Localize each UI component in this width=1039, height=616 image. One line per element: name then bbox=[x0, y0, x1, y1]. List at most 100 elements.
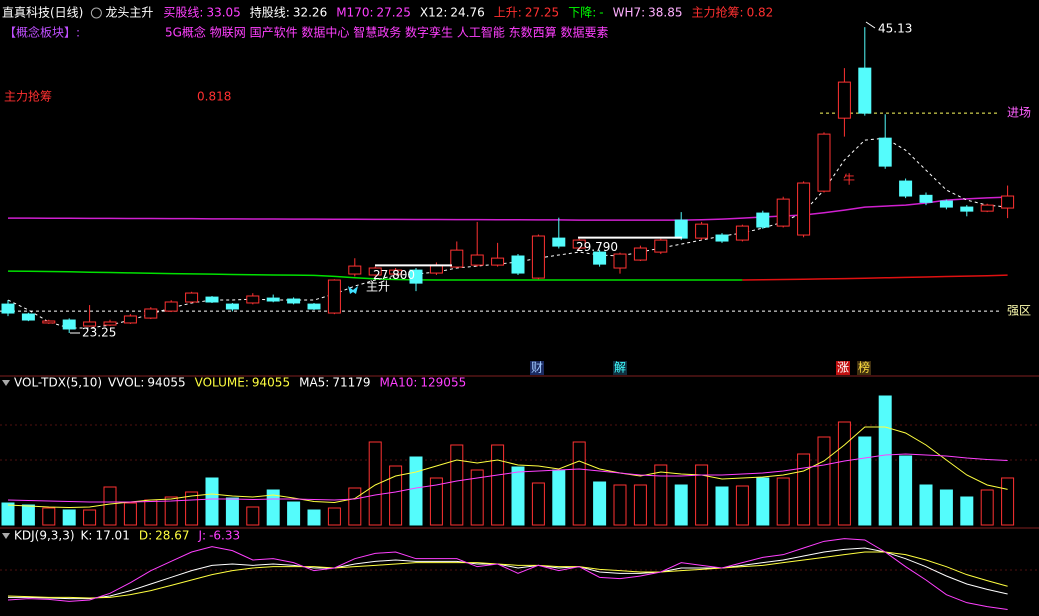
candle-body bbox=[735, 225, 749, 241]
indicator-name: MA5: bbox=[299, 376, 329, 390]
kdj-line bbox=[7, 538, 1008, 611]
candle-body bbox=[674, 219, 688, 239]
candle-body bbox=[205, 296, 219, 303]
volume-bar bbox=[715, 486, 729, 526]
volume-bar bbox=[450, 444, 464, 526]
candle-body bbox=[83, 321, 97, 327]
volume-bar bbox=[246, 506, 260, 526]
candle-body bbox=[470, 254, 484, 266]
mark-label: 27.800 bbox=[373, 268, 415, 282]
candle-body bbox=[287, 298, 301, 304]
volume-bar bbox=[695, 464, 709, 526]
indicator-value: 0.82 bbox=[747, 6, 774, 20]
candle-body bbox=[878, 137, 892, 167]
candle-body bbox=[756, 212, 770, 228]
volume-bar bbox=[1, 502, 15, 526]
volume-bar bbox=[572, 441, 586, 526]
indicator-value: 94055 bbox=[252, 376, 290, 390]
kdj-line bbox=[7, 551, 1008, 599]
volume-bar bbox=[899, 455, 913, 526]
indicator-line bbox=[742, 274, 1008, 281]
volume-bar bbox=[429, 477, 443, 526]
volume-bar bbox=[674, 484, 688, 526]
candle-body bbox=[327, 279, 341, 314]
volume-bar bbox=[960, 496, 974, 526]
candle-body bbox=[307, 303, 321, 310]
high-label: 45.13 bbox=[878, 22, 912, 36]
indicator-line bbox=[8, 196, 1008, 221]
candle-body bbox=[185, 292, 199, 303]
volume-bar bbox=[654, 464, 668, 526]
volume-bar bbox=[144, 499, 158, 526]
volume-bar bbox=[491, 444, 505, 526]
candle-body bbox=[572, 239, 586, 249]
candle-body bbox=[225, 303, 239, 310]
concept-label: 【概念板块】: bbox=[4, 25, 80, 40]
indicator-name: X12: bbox=[420, 6, 448, 20]
candle-body bbox=[389, 269, 403, 275]
candle-body bbox=[695, 223, 709, 239]
butterfly-icon bbox=[348, 286, 358, 294]
indicator-line bbox=[7, 270, 743, 281]
indicator-name: 持股线: bbox=[250, 5, 290, 20]
volume-bar bbox=[531, 482, 545, 526]
volume-bar bbox=[939, 489, 953, 526]
candle-body bbox=[715, 234, 729, 242]
indicator-name: MA10: bbox=[380, 376, 418, 390]
panel-name: VOL-TDX(5,10) bbox=[14, 376, 102, 390]
volume-bar bbox=[389, 465, 403, 526]
candle-body bbox=[511, 255, 525, 274]
icon bbox=[90, 7, 102, 19]
candle-body bbox=[960, 206, 974, 212]
volume-bar bbox=[817, 436, 831, 526]
legend-name: J: bbox=[197, 529, 206, 543]
volume-bar bbox=[919, 484, 933, 526]
volume-bar bbox=[756, 477, 770, 526]
event-box bbox=[530, 361, 544, 375]
stock-name: 直真科技(日线) bbox=[2, 6, 83, 20]
legend-value: -6.33 bbox=[209, 529, 240, 543]
pointer bbox=[865, 21, 876, 29]
indicator-name: 买股线: bbox=[163, 6, 203, 20]
indicator-value: 94055 bbox=[147, 376, 185, 390]
volume-bar bbox=[980, 489, 994, 526]
event-label: 涨 bbox=[837, 360, 849, 375]
volume-bar bbox=[21, 504, 35, 526]
volume-bar bbox=[123, 502, 137, 526]
candle-body bbox=[164, 301, 178, 312]
volume-bar bbox=[409, 456, 423, 526]
volume-bar bbox=[225, 497, 239, 526]
indicator-value: 38.85 bbox=[648, 6, 682, 20]
volume-bar bbox=[878, 395, 892, 526]
legend-value: 28.67 bbox=[155, 529, 189, 543]
signal-label: 主升 bbox=[366, 280, 390, 294]
mark-label: 29.790 bbox=[576, 240, 618, 254]
volume-bar bbox=[327, 507, 341, 526]
volume-bar bbox=[83, 509, 97, 526]
capital-label: 主力抢筹 bbox=[4, 89, 52, 104]
volume-bar bbox=[837, 421, 851, 526]
candle-body bbox=[1, 303, 15, 314]
candle-body bbox=[409, 269, 423, 284]
candle-body bbox=[817, 133, 831, 192]
candle-body bbox=[368, 267, 382, 276]
candle-body bbox=[1001, 195, 1015, 209]
candle-body bbox=[654, 239, 668, 253]
volume-bar bbox=[593, 481, 607, 526]
level-label: 强区 bbox=[1007, 304, 1031, 318]
indicator-name: VVOL: bbox=[108, 376, 144, 390]
candle-body bbox=[103, 321, 117, 326]
candle-body bbox=[593, 251, 607, 265]
candle-body bbox=[613, 253, 627, 269]
indicator-value: 27.25 bbox=[525, 6, 559, 20]
indicator-name: M170: bbox=[336, 6, 373, 20]
volume-ma-line bbox=[7, 426, 1008, 509]
volume-bar bbox=[776, 477, 790, 526]
bull-label: 牛 bbox=[843, 172, 855, 187]
volume-bar bbox=[552, 469, 566, 526]
indicator-value: - bbox=[599, 6, 603, 20]
candle-body bbox=[21, 313, 35, 321]
volume-ma-line bbox=[7, 453, 1008, 503]
candle-body bbox=[491, 257, 505, 266]
